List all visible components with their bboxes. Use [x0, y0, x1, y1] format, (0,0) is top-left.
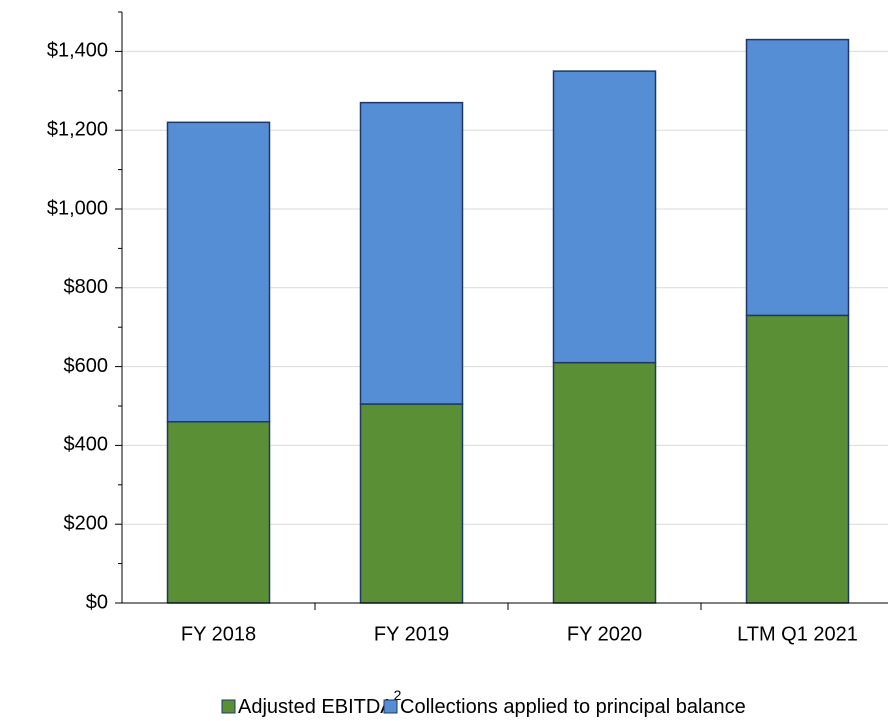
x-tick-label: FY 2019: [374, 623, 449, 645]
legend-footnote: 2: [394, 687, 402, 703]
x-tick-label: FY 2020: [567, 623, 642, 645]
legend-swatch: [383, 699, 398, 714]
legend-swatch: [221, 699, 236, 714]
legend-name: Adjusted EBITDA: [238, 696, 394, 718]
bar-segment: [359, 403, 464, 604]
bar-segment: [745, 38, 850, 317]
legend-label: Collections applied to principal balance: [400, 696, 746, 718]
legend-name: Collections applied to principal balance: [400, 696, 746, 718]
y-tick-label: $600: [64, 355, 109, 377]
y-tick-label: $1,400: [47, 40, 108, 62]
y-tick-label: $0: [86, 591, 108, 613]
x-tick-label: FY 2018: [181, 623, 256, 645]
y-tick-label: $1,200: [47, 118, 108, 140]
y-tick-label: $800: [64, 276, 109, 298]
bar-segment: [745, 314, 850, 604]
bar-segment: [166, 121, 271, 423]
y-tick-label: $400: [64, 434, 109, 456]
bar-segment: [552, 361, 657, 604]
y-tick-label: $200: [64, 512, 109, 534]
bar-segment: [359, 101, 464, 405]
legend-label: Adjusted EBITDA2: [238, 687, 402, 719]
bar-segment: [166, 421, 271, 604]
x-tick-label: LTM Q1 2021: [737, 623, 858, 645]
bar-segment: [552, 70, 657, 364]
y-tick-label: $1,000: [47, 197, 108, 219]
